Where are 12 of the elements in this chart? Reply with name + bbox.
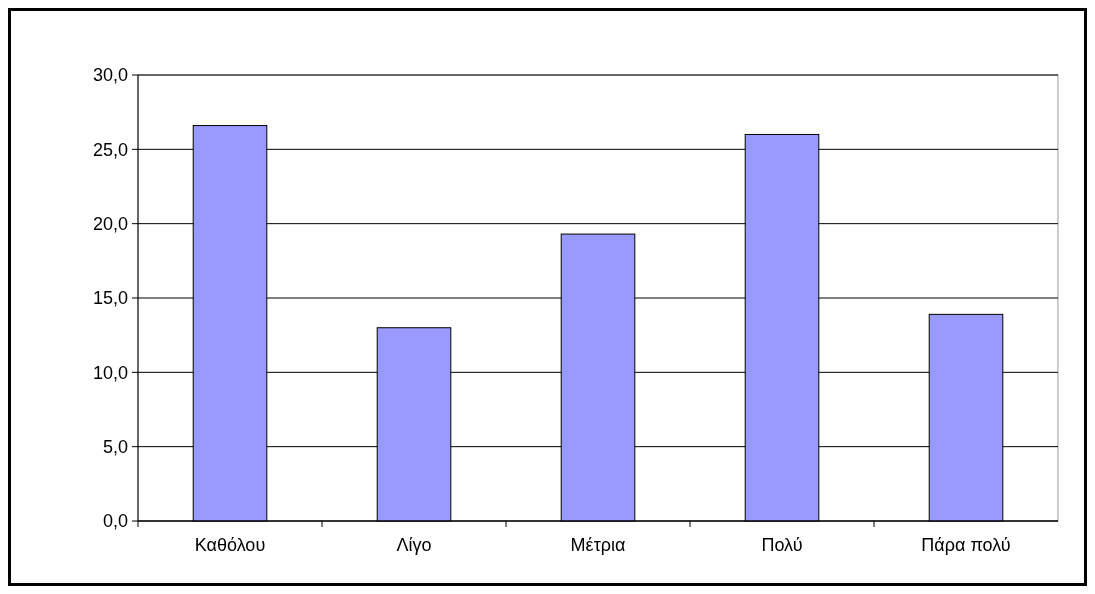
y-tick-label: 10,0 (92, 362, 128, 383)
x-tick-label: Πολύ (761, 535, 803, 555)
y-tick-label: 15,0 (92, 288, 128, 309)
x-tick-label: Πάρα πολύ (921, 535, 1011, 555)
x-tick-label: Μέτρια (570, 535, 626, 555)
y-tick-label: 20,0 (92, 213, 128, 234)
y-tick-label: 25,0 (92, 139, 128, 160)
y-tick-label: 30,0 (92, 65, 128, 86)
y-tick-label: 5,0 (102, 436, 128, 457)
x-tick-label: Λίγο (396, 535, 432, 555)
y-tick-label: 0,0 (102, 511, 128, 532)
x-tick-label: Καθόλου (194, 535, 266, 555)
